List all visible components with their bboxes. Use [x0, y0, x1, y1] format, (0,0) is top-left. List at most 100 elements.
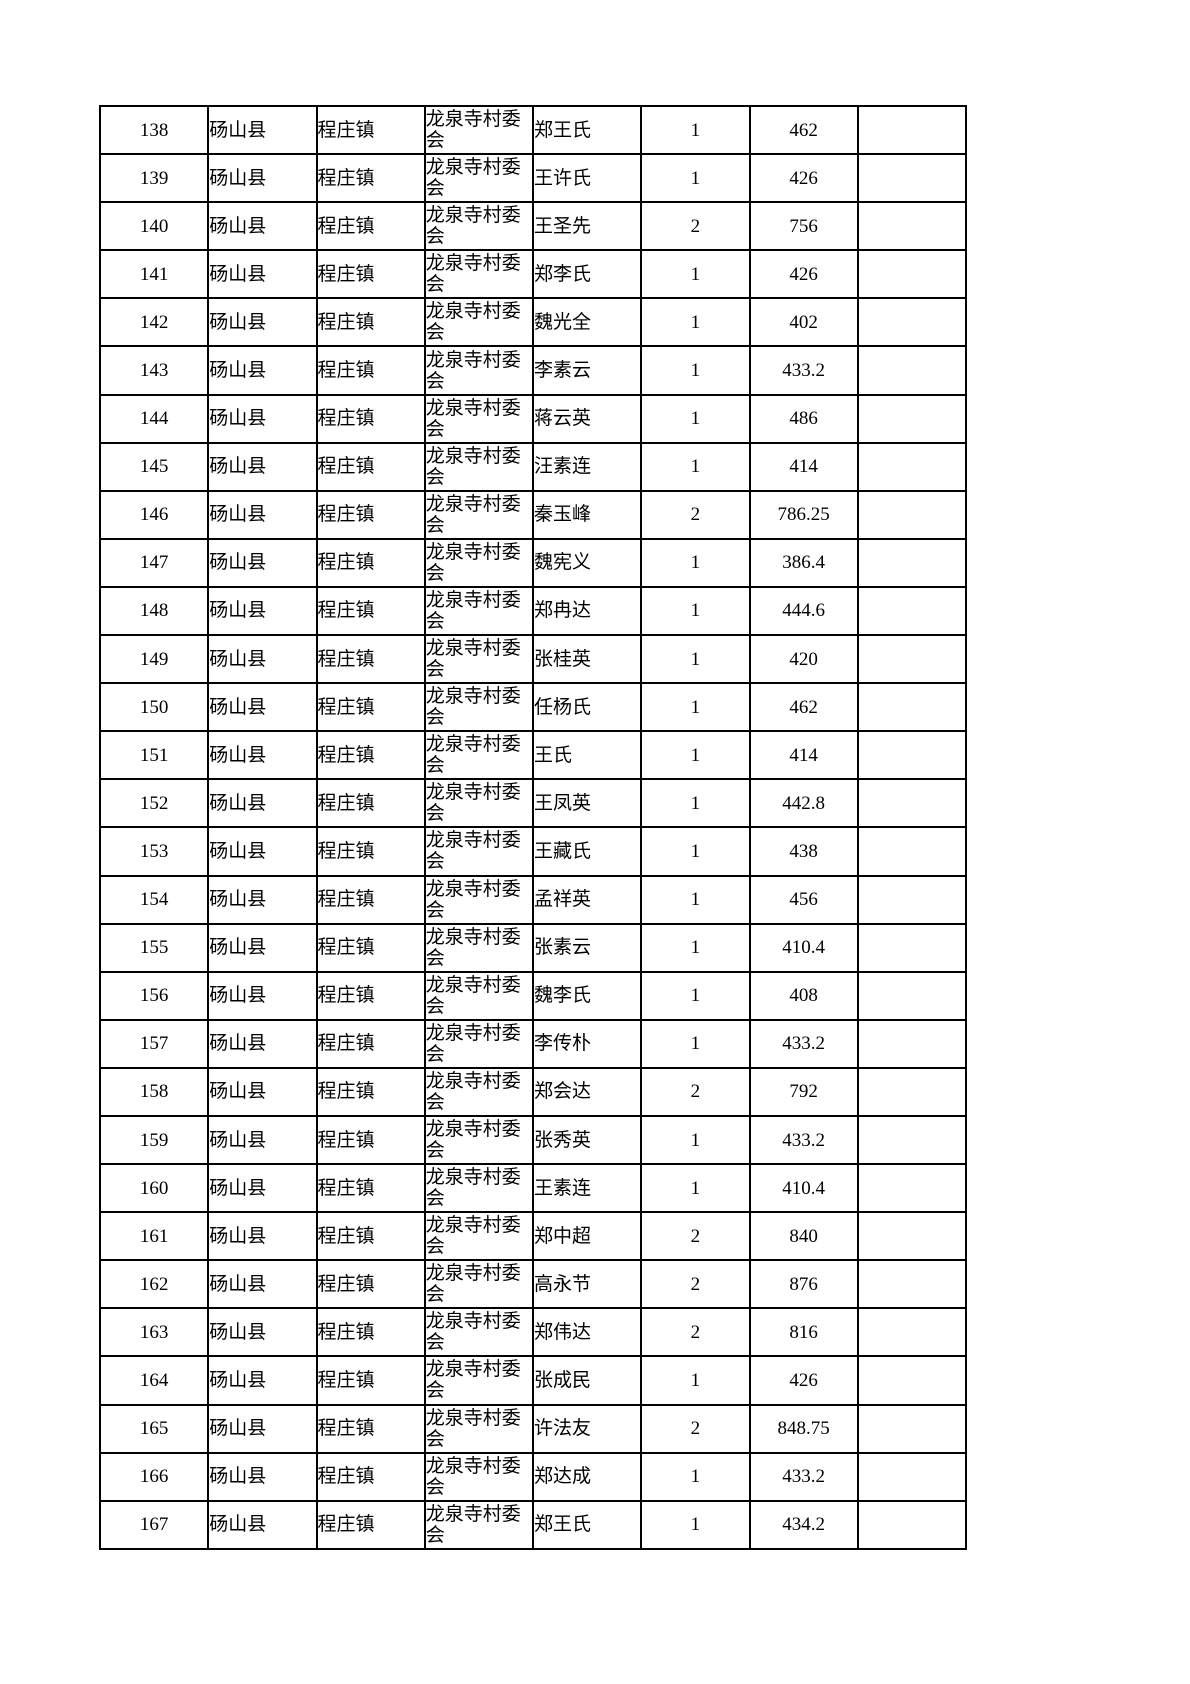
cell-name: 孟祥英	[531, 874, 643, 925]
table-row: 151 砀山县 程庄镇 龙泉寺村委会 王氏 1 414	[98, 730, 968, 781]
cell-amount: 433.2	[748, 1451, 859, 1502]
cell-village: 龙泉寺村委会	[423, 874, 535, 925]
cell-village: 龙泉寺村委会	[423, 393, 535, 444]
cell-blank	[856, 970, 968, 1021]
cell-village: 龙泉寺村委会	[423, 1066, 535, 1117]
cell-amount: 426	[748, 249, 859, 300]
cell-town: 程庄镇	[315, 1403, 426, 1454]
cell-blank	[856, 1018, 968, 1069]
table-row: 163 砀山县 程庄镇 龙泉寺村委会 郑伟达 2 816	[98, 1307, 968, 1358]
cell-amount: 444.6	[748, 585, 859, 637]
cell-count: 1	[640, 537, 751, 588]
cell-town: 程庄镇	[315, 1114, 426, 1166]
cell-count: 1	[640, 1355, 751, 1406]
cell-blank	[856, 1451, 968, 1502]
cell-count: 1	[640, 1114, 751, 1166]
cell-amount: 410.4	[748, 922, 859, 973]
cell-row-number: 160	[98, 1163, 210, 1214]
cell-county: 砀山县	[207, 393, 318, 444]
cell-county: 砀山县	[207, 922, 318, 973]
cell-row-number: 167	[98, 1499, 210, 1550]
cell-row-number: 139	[98, 153, 210, 204]
cell-blank	[856, 249, 968, 300]
records-table: 138 砀山县 程庄镇 龙泉寺村委会 郑王氏 1 462 139 砀山县 程庄镇 龙泉寺村委会 王许氏…	[98, 104, 968, 1550]
cell-count: 1	[640, 345, 751, 396]
cell-amount: 433.2	[748, 345, 859, 396]
cell-town: 程庄镇	[315, 393, 426, 444]
cell-name: 张素云	[531, 922, 643, 973]
cell-county: 砀山县	[207, 1499, 318, 1550]
cell-row-number: 141	[98, 249, 210, 300]
cell-blank	[856, 201, 968, 252]
cell-village: 龙泉寺村委会	[423, 922, 535, 973]
cell-name: 王藏氏	[531, 826, 643, 877]
cell-blank	[856, 104, 968, 156]
cell-name: 王许氏	[531, 153, 643, 204]
cell-blank	[856, 1499, 968, 1550]
cell-row-number: 161	[98, 1211, 210, 1262]
table-row: 144 砀山县 程庄镇 龙泉寺村委会 蒋云英 1 486	[98, 393, 968, 444]
cell-name: 郑伟达	[531, 1307, 643, 1358]
cell-blank	[856, 778, 968, 829]
cell-name: 王氏	[531, 730, 643, 781]
cell-town: 程庄镇	[315, 1307, 426, 1358]
cell-county: 砀山县	[207, 441, 318, 492]
cell-amount: 486	[748, 393, 859, 444]
cell-county: 砀山县	[207, 1259, 318, 1310]
cell-amount: 456	[748, 874, 859, 925]
cell-name: 张桂英	[531, 634, 643, 685]
cell-county: 砀山县	[207, 682, 318, 733]
cell-amount: 414	[748, 730, 859, 781]
cell-blank	[856, 537, 968, 588]
cell-blank	[856, 489, 968, 540]
cell-count: 1	[640, 874, 751, 925]
table-row: 167 砀山县 程庄镇 龙泉寺村委会 郑王氏 1 434.2	[98, 1499, 968, 1550]
cell-amount: 816	[748, 1307, 859, 1358]
cell-town: 程庄镇	[315, 730, 426, 781]
cell-blank	[856, 1259, 968, 1310]
table-row: 156 砀山县 程庄镇 龙泉寺村委会 魏李氏 1 408	[98, 970, 968, 1021]
cell-row-number: 140	[98, 201, 210, 252]
cell-village: 龙泉寺村委会	[423, 345, 535, 396]
cell-county: 砀山县	[207, 634, 318, 685]
cell-town: 程庄镇	[315, 1451, 426, 1502]
cell-town: 程庄镇	[315, 922, 426, 973]
cell-row-number: 143	[98, 345, 210, 396]
table-row: 148 砀山县 程庄镇 龙泉寺村委会 郑冉达 1 444.6	[98, 585, 968, 637]
table-row: 160 砀山县 程庄镇 龙泉寺村委会 王素连 1 410.4	[98, 1163, 968, 1214]
cell-amount: 408	[748, 970, 859, 1021]
cell-amount: 756	[748, 201, 859, 252]
cell-name: 郑会达	[531, 1066, 643, 1117]
cell-county: 砀山县	[207, 778, 318, 829]
table-row: 149 砀山县 程庄镇 龙泉寺村委会 张桂英 1 420	[98, 634, 968, 685]
cell-row-number: 152	[98, 778, 210, 829]
cell-village: 龙泉寺村委会	[423, 1018, 535, 1069]
cell-town: 程庄镇	[315, 585, 426, 637]
cell-name: 秦玉峰	[531, 489, 643, 540]
cell-row-number: 146	[98, 489, 210, 540]
table-body: 138 砀山县 程庄镇 龙泉寺村委会 郑王氏 1 462 139 砀山县 程庄镇 龙泉寺村委会 王许氏…	[98, 104, 968, 1550]
cell-count: 1	[640, 682, 751, 733]
cell-blank	[856, 345, 968, 396]
cell-amount: 462	[748, 682, 859, 733]
table-row: 165 砀山县 程庄镇 龙泉寺村委会 许法友 2 848.75	[98, 1403, 968, 1454]
cell-name: 张成民	[531, 1355, 643, 1406]
cell-town: 程庄镇	[315, 634, 426, 685]
table-row: 150 砀山县 程庄镇 龙泉寺村委会 任杨氏 1 462	[98, 682, 968, 733]
cell-town: 程庄镇	[315, 682, 426, 733]
cell-row-number: 144	[98, 393, 210, 444]
cell-county: 砀山县	[207, 874, 318, 925]
cell-count: 1	[640, 1451, 751, 1502]
cell-count: 2	[640, 1403, 751, 1454]
cell-amount: 426	[748, 153, 859, 204]
cell-blank	[856, 585, 968, 637]
cell-county: 砀山县	[207, 345, 318, 396]
cell-amount: 442.8	[748, 778, 859, 829]
cell-count: 1	[640, 826, 751, 877]
cell-village: 龙泉寺村委会	[423, 1211, 535, 1262]
cell-village: 龙泉寺村委会	[423, 441, 535, 492]
cell-county: 砀山县	[207, 585, 318, 637]
cell-town: 程庄镇	[315, 1259, 426, 1310]
cell-row-number: 147	[98, 537, 210, 588]
cell-row-number: 153	[98, 826, 210, 877]
